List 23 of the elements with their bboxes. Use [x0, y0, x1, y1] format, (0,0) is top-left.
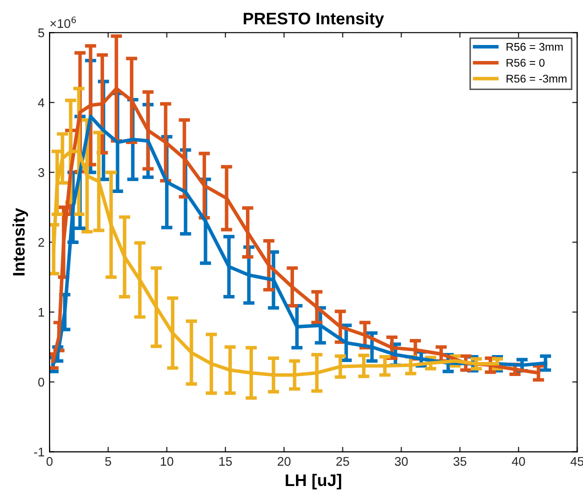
x-tick-label: 30 [394, 456, 408, 466]
x-tick-label: 5 [105, 457, 112, 466]
y-tick-label: 3 [38, 168, 44, 178]
y-axis-title: Intensity [12, 208, 28, 276]
y-tick-label: 0 [38, 378, 44, 387]
x-tick-label: 35 [453, 456, 466, 466]
y-tick-label: 1 [38, 308, 44, 317]
legend-label: R56 = 3mm [506, 42, 563, 51]
x-tick-label: 25 [336, 456, 350, 466]
legend-label: R56 = -3mm [506, 74, 566, 83]
y-tick-label: -1 [34, 448, 44, 456]
x-tick-label: 20 [278, 456, 291, 466]
y-tick-label: 4 [38, 98, 44, 108]
y-tick-label: 2 [38, 238, 44, 247]
text: ×10$^{6}$ [50, 16, 76, 28]
x-axis-title: LH [uJ] [286, 474, 342, 490]
x-tick-label: 40 [512, 456, 526, 466]
x-tick-label: 10 [160, 456, 174, 466]
x-tick-label: 15 [219, 457, 232, 466]
legend-label: R56 = 0 [506, 58, 545, 67]
x-tick-label: 0 [46, 456, 53, 466]
y-tick-label: 5 [38, 28, 44, 38]
chart-title: PRESTO Intensity [244, 12, 384, 28]
